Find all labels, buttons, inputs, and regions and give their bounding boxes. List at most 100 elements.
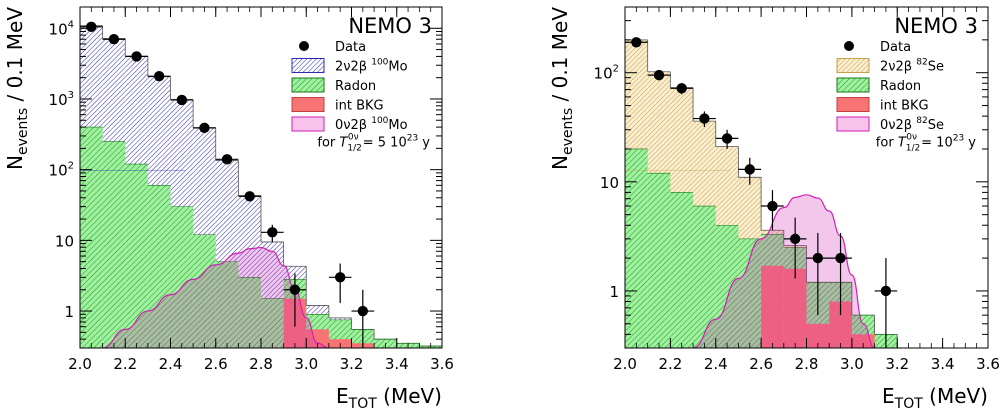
halflife-note: for T1/20ν = 1023 y <box>876 133 977 154</box>
radon-bar <box>261 298 284 348</box>
x-tick-label: 3.4 <box>385 355 409 373</box>
y-tick-label: 104 <box>49 19 74 38</box>
legend-label-signal2nu: 2ν2β 82Se <box>880 58 944 75</box>
x-tick-label: 2.0 <box>68 355 92 373</box>
legend-swatch-signal2nu <box>291 58 325 73</box>
x-tick-label: 3.6 <box>976 355 1000 373</box>
radon-bar <box>238 277 261 348</box>
legend-data-marker <box>299 41 309 51</box>
chart-title: NEMO 3 <box>348 14 432 38</box>
x-tick-label: 3.6 <box>430 355 454 373</box>
data-point <box>631 37 642 48</box>
radon-bar <box>647 173 671 348</box>
radon-bar <box>738 238 762 348</box>
halflife-note: for T1/20ν = 5 1023 y <box>317 133 430 154</box>
x-tick-label: 2.6 <box>749 355 773 373</box>
legend-swatch-radon <box>291 77 325 93</box>
legend-swatch-intbkg <box>291 97 325 112</box>
legend-swatch-signal0nu <box>836 116 870 132</box>
data-point <box>721 133 733 144</box>
y-tick-label: 102 <box>49 161 74 180</box>
intbkg-bar <box>829 301 852 348</box>
intbkg-bar <box>806 323 830 348</box>
legend-label-data: Data <box>335 40 366 55</box>
data-point <box>699 113 710 124</box>
data-point <box>789 233 801 245</box>
radon-bar <box>193 234 216 348</box>
radon-bar <box>693 206 716 348</box>
legend-label-radon: Radon <box>335 79 376 94</box>
legend-swatch-intbkg <box>836 97 870 112</box>
intbkg-bar <box>761 265 784 348</box>
x-tick-label: 2.2 <box>113 355 137 373</box>
x-axis: 2.0 2.2 2.4 2.6 2.8 3.0 3.2 3.4 3.6 <box>68 7 454 373</box>
y-axis-title: Nevents / 0.1 MeV <box>548 7 576 170</box>
legend: Data 2ν2β 100Mo Radon int BKG 0ν2β 100Mofor … <box>291 40 430 154</box>
data-point <box>221 154 233 165</box>
data-point <box>676 83 687 94</box>
y-tick-label: 10 <box>600 174 619 192</box>
x-tick-label: 2.8 <box>795 355 819 373</box>
legend-label-signal0nu: 0ν2β 82Se <box>880 116 944 133</box>
data-point <box>334 272 346 283</box>
data-point <box>153 70 165 82</box>
data-point <box>744 164 755 175</box>
radon-bar <box>670 192 694 348</box>
x-tick-label: 3.2 <box>885 355 909 373</box>
x-tick-label: 2.4 <box>159 355 183 373</box>
legend-swatch-signal0nu <box>291 116 325 132</box>
y-tick-label: 1 <box>64 303 74 321</box>
legend-label-signal2nu: 2ν2β 100Mo <box>335 58 408 75</box>
x-axis-title: ETOT (MeV) <box>882 384 988 412</box>
x-tick-label: 3.2 <box>340 355 364 373</box>
legend-label-signal0nu: 0ν2β 100Mo <box>335 116 408 133</box>
y-tick-label: 1 <box>609 283 619 301</box>
data-point <box>880 285 892 297</box>
data-point <box>835 252 846 264</box>
intbkg-bar <box>783 268 807 348</box>
radon-bar <box>215 261 239 348</box>
radon-bar <box>170 206 194 348</box>
y-axis-title: Nevents / 0.1 MeV <box>3 7 31 170</box>
plot-area <box>80 21 442 348</box>
data-point <box>108 34 120 45</box>
x-tick-label: 3.4 <box>931 355 955 373</box>
signal-0nu-curve <box>102 246 329 348</box>
legend-label-radon: Radon <box>880 79 921 94</box>
chart-title: NEMO 3 <box>894 14 978 38</box>
data-point <box>767 200 778 212</box>
data-point <box>289 284 301 295</box>
data-point <box>267 227 278 238</box>
legend-swatch-radon <box>836 77 870 93</box>
radon-bar <box>102 141 126 348</box>
radon-bar <box>625 148 648 348</box>
x-tick-label: 2.0 <box>613 355 637 373</box>
data-point <box>653 69 665 81</box>
data-point <box>357 305 369 317</box>
signal-0nu-fill <box>693 194 875 348</box>
y-axis: 1 10 102 103 104 <box>49 6 442 349</box>
y-tick-label: 10 <box>55 232 74 250</box>
legend-data-marker <box>844 41 854 51</box>
y-tick-label: 102 <box>594 64 619 83</box>
radon-bar <box>125 164 148 348</box>
radon-bar <box>147 185 171 348</box>
x-tick-label: 2.6 <box>204 355 228 373</box>
legend-swatch-signal2nu <box>836 58 870 73</box>
data-point <box>199 122 210 134</box>
x-axis-title: ETOT (MeV) <box>336 384 442 412</box>
x-tick-label: 2.4 <box>704 355 728 373</box>
x-tick-label: 3.0 <box>840 355 864 373</box>
radon-bar <box>80 127 103 348</box>
x-axis: 2.0 2.2 2.4 2.6 2.8 3.0 3.2 3.4 3.6 <box>613 7 1000 373</box>
data-point <box>244 191 255 202</box>
x-tick-label: 2.8 <box>249 355 273 373</box>
data-point <box>176 94 188 106</box>
signal-0nu-fill <box>102 247 329 348</box>
data-point <box>131 51 142 62</box>
y-tick-label: 103 <box>49 90 74 109</box>
